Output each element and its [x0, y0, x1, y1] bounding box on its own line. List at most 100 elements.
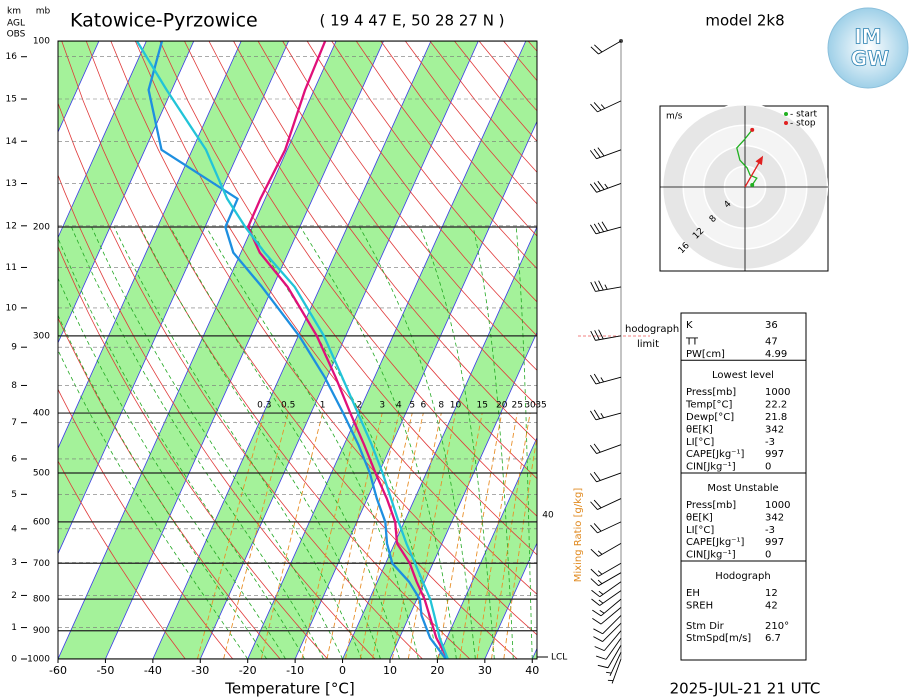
wind-barb: [590, 498, 622, 510]
wind-barb: [590, 221, 622, 235]
wind-barb: [590, 409, 622, 421]
hodograph-stop: [750, 127, 755, 132]
x-tick-label: -10: [286, 664, 304, 677]
hodograph-limit-label: hodograph: [625, 324, 679, 335]
y-tick-label: 800: [33, 595, 50, 605]
table-value: 12: [765, 588, 778, 599]
wind-barb: [589, 471, 622, 483]
wind-barb: [590, 373, 622, 385]
legend-stop-dot: [784, 121, 788, 125]
wind-barb: [591, 581, 622, 598]
mixing-ratio-tick-label: 10: [450, 401, 462, 411]
mixing-ratio-tick-label: 0.3: [257, 401, 271, 411]
x-tick-label: -60: [49, 664, 67, 677]
table-value: 47: [765, 336, 778, 347]
isotherm: [199, 41, 479, 659]
wind-barb: [590, 562, 622, 577]
lcl-label: LCL: [551, 653, 567, 663]
moist-adiabat: [359, 226, 476, 659]
profile-line: [135, 41, 449, 659]
y-tick-label: 100: [33, 37, 50, 47]
moist-adiabat: [515, 226, 533, 659]
x-axis-label: Temperature [°C]: [224, 680, 354, 698]
table-value: 21.8: [765, 412, 787, 423]
wind-barb: [593, 615, 622, 635]
table-label: θE[K]: [686, 424, 713, 435]
dry-adiabat: [58, 317, 281, 659]
moist-adiabat: [300, 226, 457, 659]
dry-adiabat: [58, 460, 186, 659]
wind-barb: [591, 590, 622, 606]
km-tick-label: 7: [11, 418, 17, 428]
wind-barb: [590, 521, 622, 534]
isotherm: [484, 542, 537, 659]
mixing-ratio-tick-label: 8: [438, 401, 444, 411]
table-label: PW[cm]: [686, 349, 725, 360]
x-tick-label: -50: [96, 664, 114, 677]
dry-adiabat: [159, 41, 537, 556]
dry-adiabat: [233, 41, 537, 443]
x-tick-label: 0: [339, 664, 346, 677]
isotherm: [247, 41, 527, 659]
plot-frame: [57, 40, 538, 660]
km-tick-label: 16: [6, 52, 18, 62]
table-value: 342: [765, 512, 784, 523]
profile-line: [246, 41, 449, 659]
table-label: CAPE[Jkg⁻¹]: [686, 537, 744, 548]
dry-adiabat: [306, 41, 537, 337]
table-label: StmSpd[m/s]: [686, 633, 751, 644]
hodograph-limit-label: limit: [637, 339, 659, 350]
y-header: AGL: [7, 19, 25, 29]
isotherm: [105, 41, 384, 659]
dry-adiabat: [331, 41, 537, 303]
table-label: TT: [685, 336, 699, 347]
wind-barb: [590, 100, 622, 113]
isotherm: [58, 41, 242, 450]
wind-barb: [592, 607, 622, 625]
table-label: CAPE[Jkg⁻¹]: [686, 449, 744, 460]
wind-barb: [597, 645, 622, 669]
isotherm: [58, 41, 147, 239]
table-label: Press[mb]: [686, 500, 736, 511]
dry-adiabat: [58, 245, 328, 659]
table-value: 1000: [765, 500, 790, 511]
table-section-title: Lowest level: [712, 370, 774, 381]
table-value: -3: [765, 525, 775, 536]
wind-barb: [589, 147, 622, 160]
y-tick-label: 300: [33, 331, 50, 341]
table-value: 342: [765, 424, 784, 435]
y-header: km: [7, 7, 21, 17]
table-value: 22.2: [765, 400, 787, 411]
km-tick-label: 9: [11, 343, 17, 353]
location: ( 19 4 47 E, 50 28 27 N ): [319, 12, 504, 30]
dry-adiabat: [110, 41, 537, 636]
hodograph-ring-label: 8: [708, 214, 719, 225]
km-tick-label: 0: [11, 655, 17, 665]
logo-text: GW: [851, 47, 889, 71]
legend-start: - start: [790, 110, 818, 120]
x-tick-label: 20: [430, 664, 444, 677]
table-label: LI[°C]: [686, 525, 714, 536]
wind-barb: [589, 180, 622, 193]
mixing-ratio-tick-label: 35: [535, 401, 546, 411]
table-value: -3: [765, 437, 775, 448]
table-label: Press[mb]: [686, 387, 736, 398]
table-value: 4.99: [765, 349, 787, 360]
temperature-band: [58, 41, 384, 659]
moist-adiabat: [91, 226, 343, 659]
table-label: CIN[Jkg⁻¹]: [686, 462, 736, 473]
isotherm: [58, 41, 195, 344]
isotherm: [389, 331, 537, 659]
mixing-ratio-tick-label: 5: [409, 401, 415, 411]
km-tick-label: 10: [6, 303, 18, 313]
wind-barb: [606, 652, 622, 676]
mixing-ratio-tick-label: 3: [379, 401, 385, 411]
mixing-ratio-tick-label: 0.5: [281, 401, 295, 411]
km-tick-label: 3: [11, 558, 17, 568]
isotherm: [152, 41, 432, 659]
moist-adiabat: [472, 226, 514, 659]
table-label: EH: [686, 588, 700, 599]
mixing-ratio-tick-label: 15: [476, 401, 487, 411]
logo: [827, 7, 909, 89]
